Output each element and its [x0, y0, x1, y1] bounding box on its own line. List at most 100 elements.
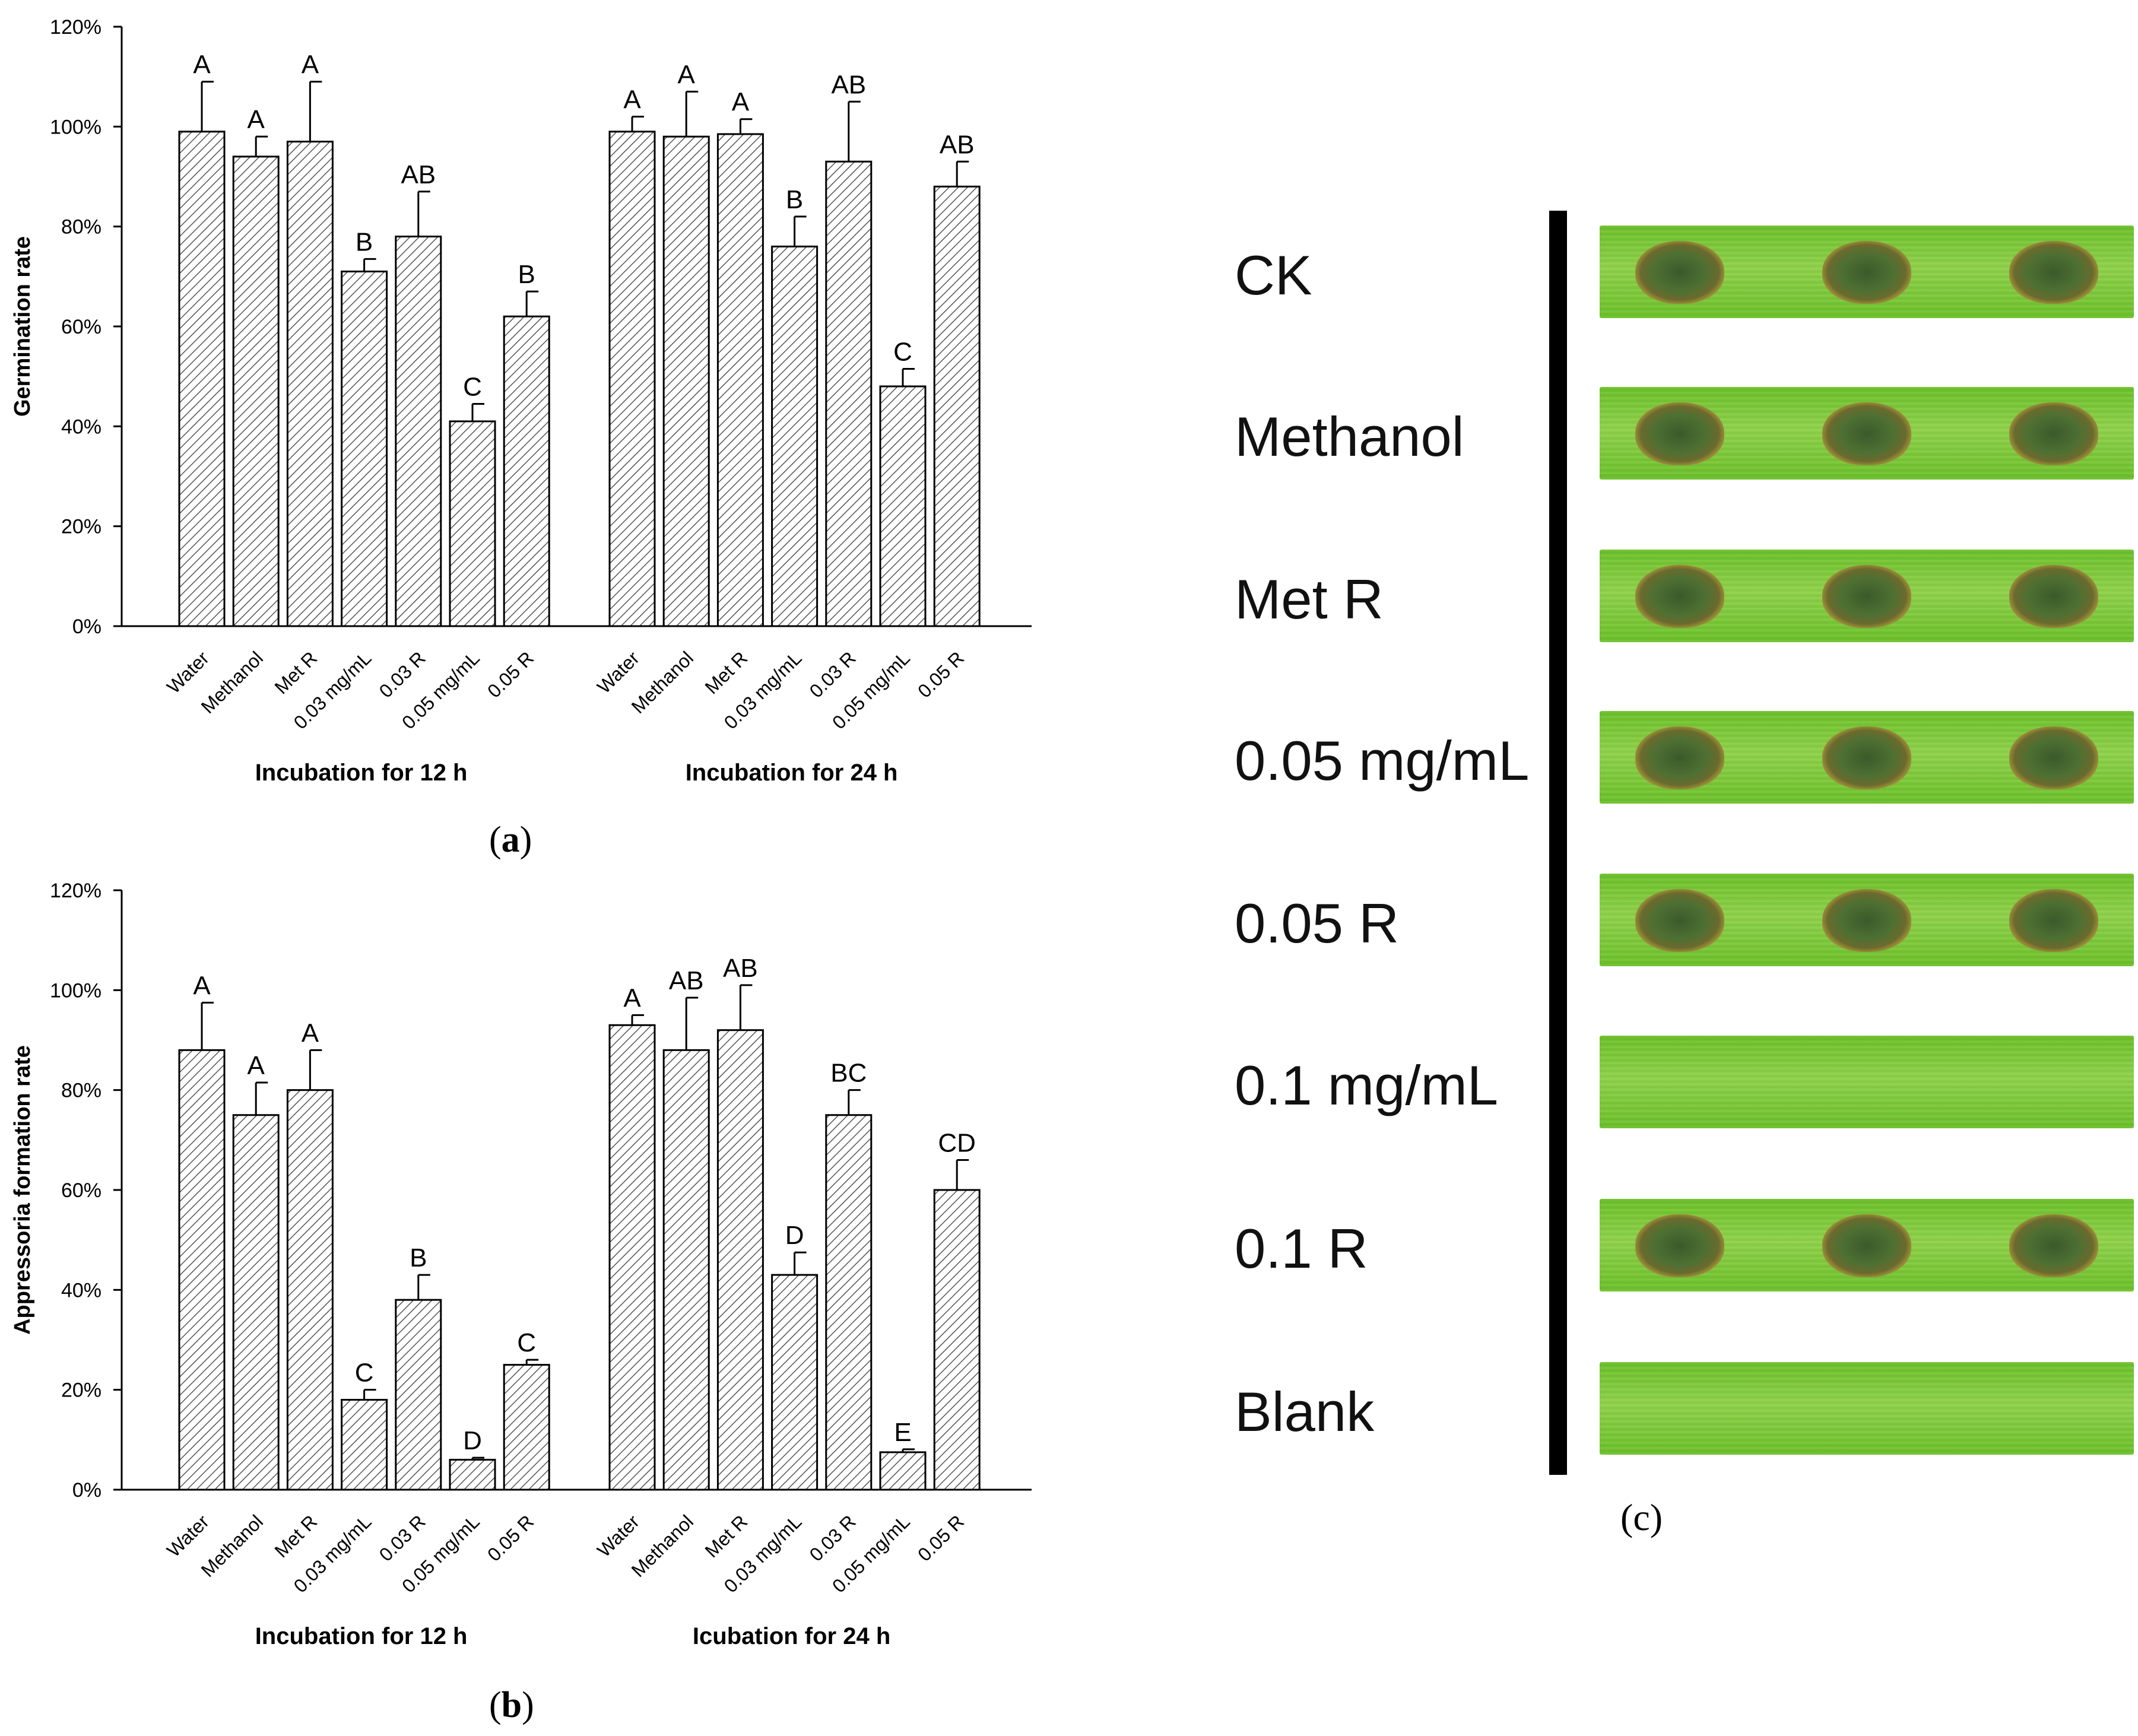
leaf-image: [1600, 711, 2134, 804]
lesion-spot: [2009, 889, 2098, 952]
x-category-label: 0.05 R: [913, 1510, 968, 1565]
panel-label-a: (a): [489, 820, 532, 860]
significance-letter: A: [193, 971, 211, 1000]
bar: [879, 385, 927, 627]
panel-c-divider: [1549, 211, 1567, 1475]
group-label: Incubation for 24 h: [686, 760, 898, 786]
leaf-row-label: 0.1 mg/mL: [1235, 1054, 1499, 1116]
significance-letter: C: [355, 1359, 374, 1388]
leaf-image: [1600, 1199, 2134, 1291]
y-tick-label: 0%: [72, 1479, 101, 1502]
bar: [825, 160, 873, 627]
group-label: Icubation for 24 h: [693, 1623, 890, 1649]
y-tick-label: 40%: [61, 1279, 101, 1302]
lesion-spot: [1635, 241, 1724, 304]
panel-label-c: (c): [1620, 1496, 1663, 1538]
lesion-spot: [1822, 402, 1911, 465]
y-tick-label: 60%: [61, 316, 101, 338]
bar: [879, 1451, 927, 1491]
x-category-label: Water: [593, 647, 643, 697]
germination-rate-chart: 0% 20% 40% 60% 80% 100% 120% Germination rate A W…: [10, 16, 1032, 786]
y-tick-label: 20%: [61, 1379, 101, 1402]
bar: [232, 1114, 280, 1491]
significance-letter: AB: [831, 70, 866, 99]
leaf-image: [1600, 874, 2134, 966]
leaf-row: Methanol: [1205, 387, 2138, 482]
panel-label-b: (b): [489, 1685, 534, 1725]
x-category-label: 0.05 R: [483, 1510, 538, 1565]
bar: [341, 1399, 388, 1491]
bar: [716, 133, 764, 627]
lesion-spot: [1635, 889, 1724, 952]
leaf-image: [1600, 1036, 2134, 1128]
bar: [286, 141, 334, 627]
bar: [178, 1049, 226, 1491]
significance-letter: C: [517, 1328, 536, 1357]
bar: [395, 1299, 442, 1491]
bar: [449, 420, 496, 627]
significance-letter: B: [356, 227, 373, 256]
leaf-row-label: 0.1 R: [1235, 1217, 1368, 1280]
significance-letter: B: [518, 260, 535, 289]
y-tick-label: 0%: [72, 615, 101, 638]
leaf-row: 0.1 mg/mL: [1205, 1036, 2138, 1131]
significance-letter: C: [893, 338, 912, 367]
lesion-spot: [2009, 726, 2098, 789]
bar: [503, 1364, 550, 1491]
leaf-image: [1600, 387, 2134, 480]
significance-letter: A: [623, 85, 641, 115]
significance-letter: BC: [830, 1059, 867, 1088]
significance-letter: B: [786, 185, 803, 214]
x-category-label: Water: [163, 647, 213, 697]
x-category-label: Water: [593, 1510, 643, 1561]
y-tick-label: 120%: [50, 16, 101, 39]
x-category-label: Met R: [701, 647, 752, 698]
bar: [232, 155, 280, 627]
lesion-spot: [1822, 726, 1911, 789]
bar: [395, 236, 442, 627]
significance-letter: A: [248, 1051, 265, 1080]
significance-letter: A: [623, 983, 641, 1013]
bar: [662, 1049, 710, 1491]
x-category-label: 0.05 R: [483, 647, 538, 702]
leaf-row-label: Methanol: [1235, 405, 1464, 468]
lesion-spot: [1635, 726, 1724, 789]
significance-letter: C: [463, 372, 482, 401]
y-tick-label: 80%: [61, 216, 101, 239]
y-tick-label: 120%: [50, 880, 101, 902]
bar: [933, 185, 981, 627]
leaf-row: 0.05 mg/mL: [1205, 711, 2138, 806]
bar: [933, 1189, 981, 1491]
y-axis-label: Appressoria formation rate: [10, 1045, 35, 1335]
x-category-label: Met R: [271, 647, 322, 698]
y-tick-label: 40%: [61, 415, 101, 438]
lesion-spot: [1635, 1214, 1724, 1277]
x-category-label: 0.05 R: [913, 647, 968, 702]
lesion-spot: [2009, 1214, 2098, 1277]
leaf-row-label: Blank: [1235, 1380, 1375, 1443]
significance-letter: AB: [401, 160, 436, 189]
bar: [825, 1114, 873, 1491]
bar: [449, 1459, 496, 1491]
leaf-row-label: 0.05 mg/mL: [1235, 729, 1530, 792]
lesion-spot: [1822, 565, 1911, 628]
significance-letter: D: [785, 1221, 804, 1250]
significance-letter: A: [678, 60, 696, 89]
lesion-spot: [1822, 889, 1911, 952]
leaf-image: [1600, 1362, 2134, 1455]
leaf-row: Met R: [1205, 550, 2138, 645]
bar: [608, 131, 656, 627]
y-tick-label: 80%: [61, 1080, 101, 1102]
y-axis-label: Germination rate: [10, 236, 35, 417]
significance-letter: A: [302, 50, 319, 80]
y-tick-label: 100%: [50, 116, 101, 138]
significance-letter: CD: [938, 1129, 976, 1158]
leaf-row: Blank: [1205, 1362, 2138, 1457]
lesion-spot: [1635, 565, 1724, 628]
bar: [662, 135, 710, 627]
significance-letter: AB: [723, 954, 758, 983]
lesion-spot: [1635, 402, 1724, 465]
bar: [771, 1274, 819, 1491]
significance-letter: B: [410, 1243, 427, 1272]
bar: [771, 245, 819, 627]
